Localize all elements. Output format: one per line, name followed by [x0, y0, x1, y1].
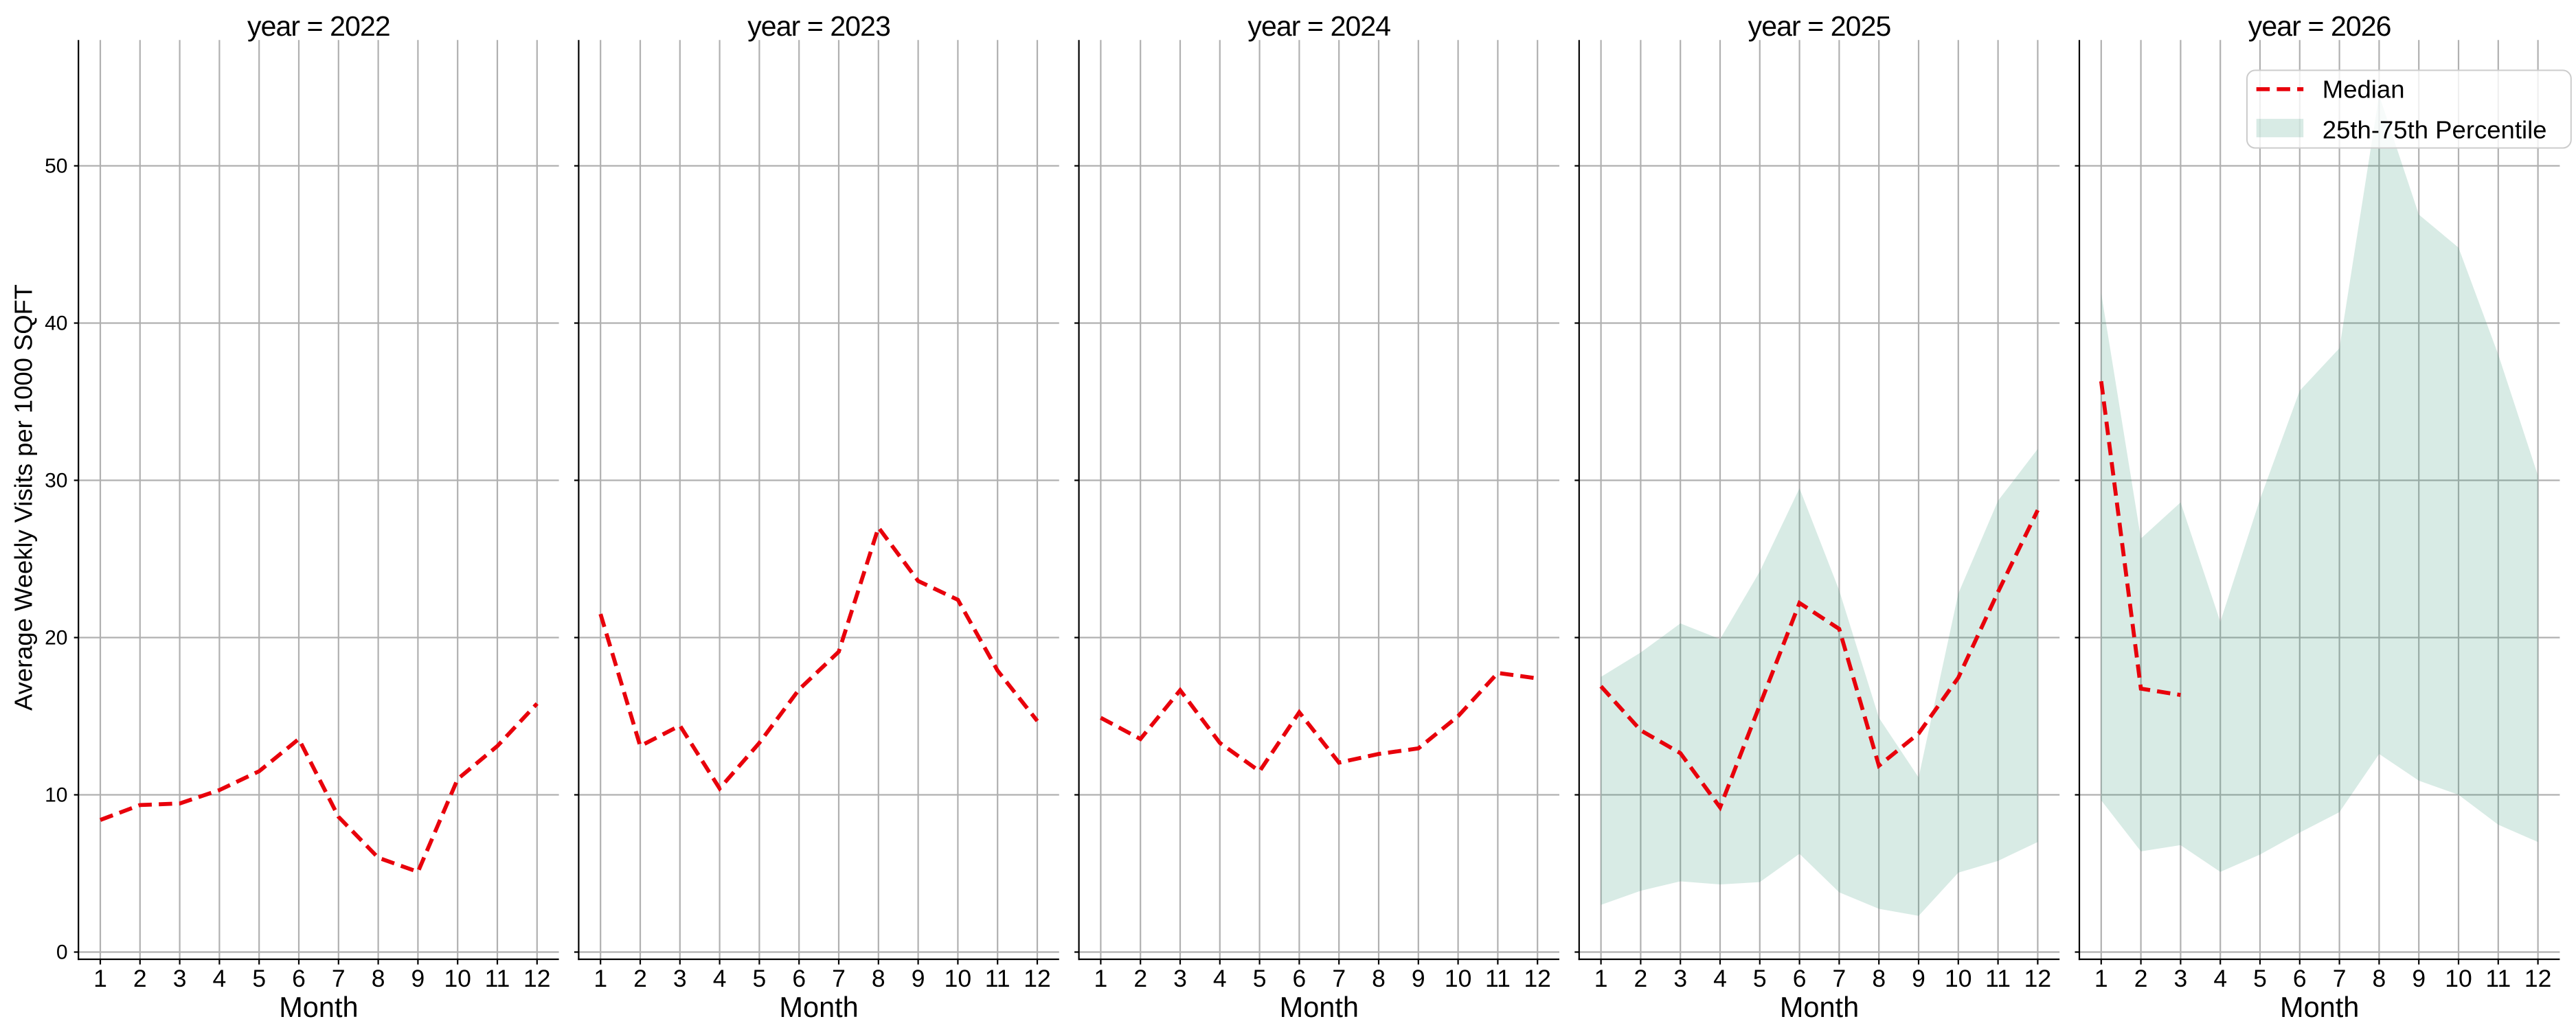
svg-text:1: 1 — [1594, 965, 1608, 992]
svg-text:5: 5 — [1753, 965, 1767, 992]
svg-text:2: 2 — [1634, 965, 1648, 992]
svg-text:10: 10 — [1945, 965, 1972, 992]
svg-text:2: 2 — [133, 965, 147, 992]
svg-text:6: 6 — [792, 965, 806, 992]
svg-text:4: 4 — [713, 965, 727, 992]
svg-text:7: 7 — [832, 965, 846, 992]
svg-text:6: 6 — [1793, 965, 1807, 992]
svg-text:10: 10 — [2445, 965, 2472, 992]
svg-text:12: 12 — [1524, 965, 1551, 992]
svg-text:Month: Month — [1780, 991, 1859, 1023]
svg-text:8: 8 — [872, 965, 885, 992]
svg-text:8: 8 — [2373, 965, 2386, 992]
svg-text:6: 6 — [292, 965, 306, 992]
svg-text:3: 3 — [1173, 965, 1187, 992]
svg-text:year = 2024: year = 2024 — [1247, 10, 1390, 42]
svg-text:12: 12 — [2524, 965, 2552, 992]
svg-text:11: 11 — [1985, 965, 2011, 992]
svg-text:12: 12 — [2024, 965, 2052, 992]
svg-text:0: 0 — [56, 941, 68, 964]
svg-text:4: 4 — [1713, 965, 1727, 992]
svg-text:6: 6 — [2293, 965, 2307, 992]
svg-text:9: 9 — [411, 965, 425, 992]
svg-text:9: 9 — [2412, 965, 2426, 992]
svg-text:5: 5 — [252, 965, 266, 992]
svg-text:50: 50 — [45, 155, 67, 178]
svg-text:11: 11 — [2485, 965, 2511, 992]
svg-text:11: 11 — [1485, 965, 1511, 992]
svg-text:Median: Median — [2323, 75, 2405, 103]
svg-text:5: 5 — [2253, 965, 2267, 992]
svg-text:11: 11 — [985, 965, 1010, 992]
svg-text:1: 1 — [1094, 965, 1108, 992]
svg-text:4: 4 — [2213, 965, 2227, 992]
svg-text:9: 9 — [912, 965, 925, 992]
svg-text:4: 4 — [1213, 965, 1227, 992]
svg-text:10: 10 — [444, 965, 471, 992]
svg-text:8: 8 — [1872, 965, 1886, 992]
svg-text:7: 7 — [2333, 965, 2347, 992]
svg-text:2: 2 — [2134, 965, 2148, 992]
svg-text:7: 7 — [1833, 965, 1846, 992]
svg-text:9: 9 — [1412, 965, 1425, 992]
svg-text:Average Weekly Visits per 1000: Average Weekly Visits per 1000 SQFT — [10, 284, 38, 711]
svg-text:11: 11 — [485, 965, 510, 992]
svg-text:5: 5 — [1253, 965, 1267, 992]
svg-text:12: 12 — [1024, 965, 1051, 992]
svg-text:10: 10 — [945, 965, 972, 992]
svg-text:year = 2023: year = 2023 — [747, 10, 890, 42]
svg-text:3: 3 — [1673, 965, 1687, 992]
svg-text:4: 4 — [213, 965, 227, 992]
svg-text:10: 10 — [45, 784, 67, 807]
svg-text:10: 10 — [1445, 965, 1472, 992]
svg-text:40: 40 — [45, 312, 67, 335]
svg-text:30: 30 — [45, 470, 67, 492]
svg-text:Month: Month — [779, 991, 858, 1023]
svg-text:9: 9 — [1912, 965, 1925, 992]
svg-text:3: 3 — [673, 965, 687, 992]
svg-text:3: 3 — [2174, 965, 2188, 992]
svg-text:8: 8 — [372, 965, 385, 992]
svg-text:7: 7 — [332, 965, 346, 992]
svg-text:year = 2022: year = 2022 — [247, 10, 390, 42]
svg-text:1: 1 — [2094, 965, 2108, 992]
svg-text:5: 5 — [753, 965, 767, 992]
svg-text:8: 8 — [1372, 965, 1386, 992]
svg-text:12: 12 — [523, 965, 551, 992]
svg-text:Month: Month — [1280, 991, 1359, 1023]
svg-text:year = 2026: year = 2026 — [2248, 10, 2391, 42]
svg-text:2: 2 — [633, 965, 647, 992]
svg-text:Month: Month — [2280, 991, 2359, 1023]
svg-text:3: 3 — [173, 965, 187, 992]
svg-text:7: 7 — [1332, 965, 1346, 992]
svg-text:1: 1 — [93, 965, 107, 992]
svg-text:1: 1 — [594, 965, 607, 992]
svg-text:20: 20 — [45, 627, 67, 650]
svg-text:2: 2 — [1133, 965, 1147, 992]
svg-text:6: 6 — [1293, 965, 1307, 992]
svg-text:25th-75th Percentile: 25th-75th Percentile — [2323, 115, 2547, 144]
svg-text:Month: Month — [279, 991, 358, 1023]
svg-text:year = 2025: year = 2025 — [1748, 10, 1891, 42]
